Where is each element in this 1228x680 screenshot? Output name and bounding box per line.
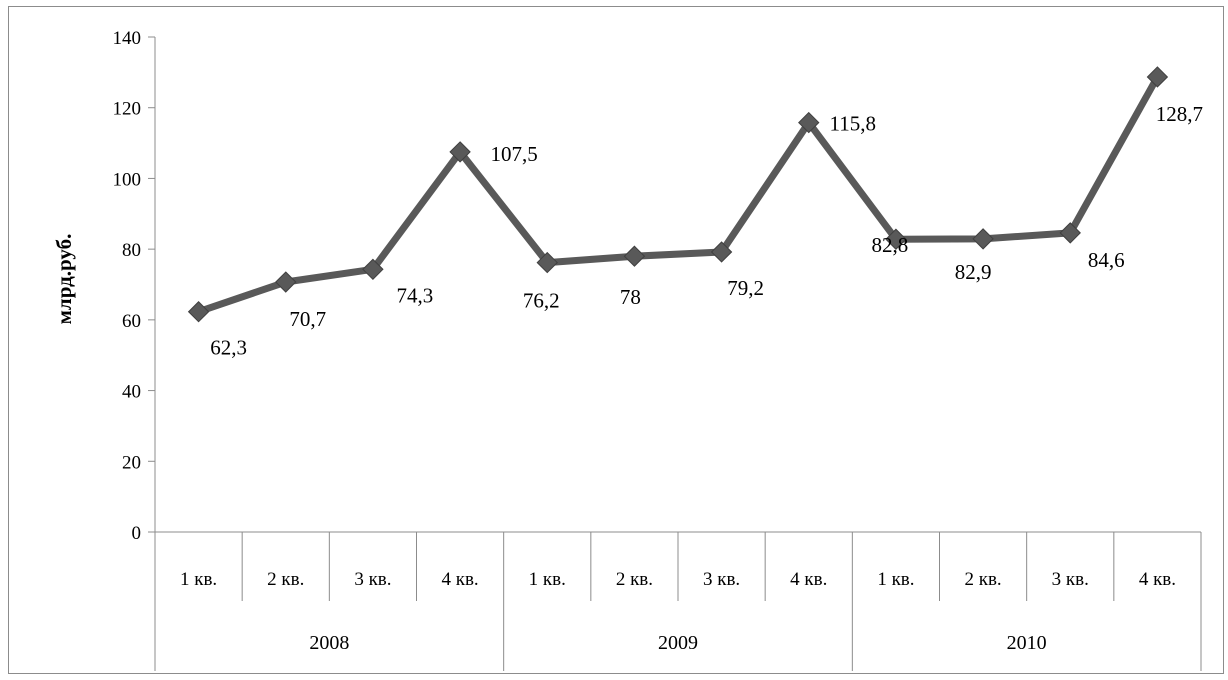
axes	[154, 37, 1201, 533]
y-tick-label: 80	[122, 240, 141, 261]
y-tick-label: 60	[122, 311, 141, 332]
data-point-marker	[275, 271, 297, 293]
data-label: 79,2	[727, 276, 764, 300]
data-point-marker	[187, 301, 210, 323]
data-label: 128,7	[1156, 102, 1203, 126]
chart-frame: 0 20 40 60 80 100 120 140 1 кв. 2 кв. 3 кв. 4 кв. 1…	[8, 6, 1224, 674]
data-label: 115,8	[830, 112, 876, 136]
x-category-label: 2 кв.	[964, 569, 1001, 590]
x-category-label: 1 кв.	[877, 569, 914, 590]
x-category-label: 4 кв.	[790, 569, 827, 590]
x-group-label: 2008	[309, 632, 349, 654]
y-tick-label: 0	[132, 523, 142, 544]
data-label: 76,2	[523, 289, 560, 313]
x-category-label: 2 кв.	[267, 569, 304, 590]
y-tick-label: 40	[122, 382, 141, 403]
data-label: 82,9	[955, 260, 992, 284]
y-axis-label: млрд.руб.	[52, 234, 76, 325]
data-label: 62,3	[210, 336, 247, 360]
series	[187, 66, 1169, 323]
data-label: 82,8	[872, 233, 909, 257]
y-tick-label: 100	[113, 169, 142, 190]
y-tick-label: 120	[113, 99, 142, 120]
data-label: 84,6	[1088, 248, 1125, 272]
data-point-marker	[1059, 222, 1081, 244]
y-tick-label: 20	[122, 452, 141, 473]
x-category-label: 3 кв.	[703, 569, 740, 590]
data-point-marker	[536, 251, 558, 274]
x-category-label: 1 кв.	[529, 569, 566, 590]
data-label: 74,3	[397, 283, 434, 307]
x-axis-categories: 1 кв. 2 кв. 3 кв. 4 кв. 1 кв. 2 кв. 3 кв. 4 кв.…	[154, 532, 1202, 671]
data-point-marker	[972, 228, 994, 250]
data-point-marker	[449, 141, 471, 163]
x-group-label: 2010	[1007, 632, 1047, 654]
data-point-marker	[1146, 66, 1169, 88]
data-label: 70,7	[289, 307, 326, 331]
x-category-label: 3 кв.	[1052, 569, 1089, 590]
data-label: 107,5	[490, 142, 537, 166]
x-category-label: 1 кв.	[180, 569, 217, 590]
y-axis-ticks: 0 20 40 60 80 100 120 140	[113, 28, 155, 544]
x-category-label: 4 кв.	[441, 569, 478, 590]
x-category-label: 3 кв.	[354, 569, 391, 590]
data-point-marker	[798, 111, 820, 134]
data-label: 78	[620, 285, 641, 309]
data-point-marker	[710, 241, 733, 263]
data-point-marker	[885, 228, 907, 250]
data-labels: 62,3 70,7 74,3 107,5 76,2 78 79,2 115,8 82,8 82,9…	[210, 102, 1203, 360]
y-tick-label: 140	[113, 28, 142, 49]
x-category-label: 2 кв.	[616, 569, 653, 590]
data-point-marker	[362, 258, 384, 281]
data-point-marker	[623, 245, 646, 267]
series-line	[195, 73, 1161, 316]
x-category-label: 4 кв.	[1139, 569, 1176, 590]
x-group-label: 2009	[658, 632, 698, 654]
